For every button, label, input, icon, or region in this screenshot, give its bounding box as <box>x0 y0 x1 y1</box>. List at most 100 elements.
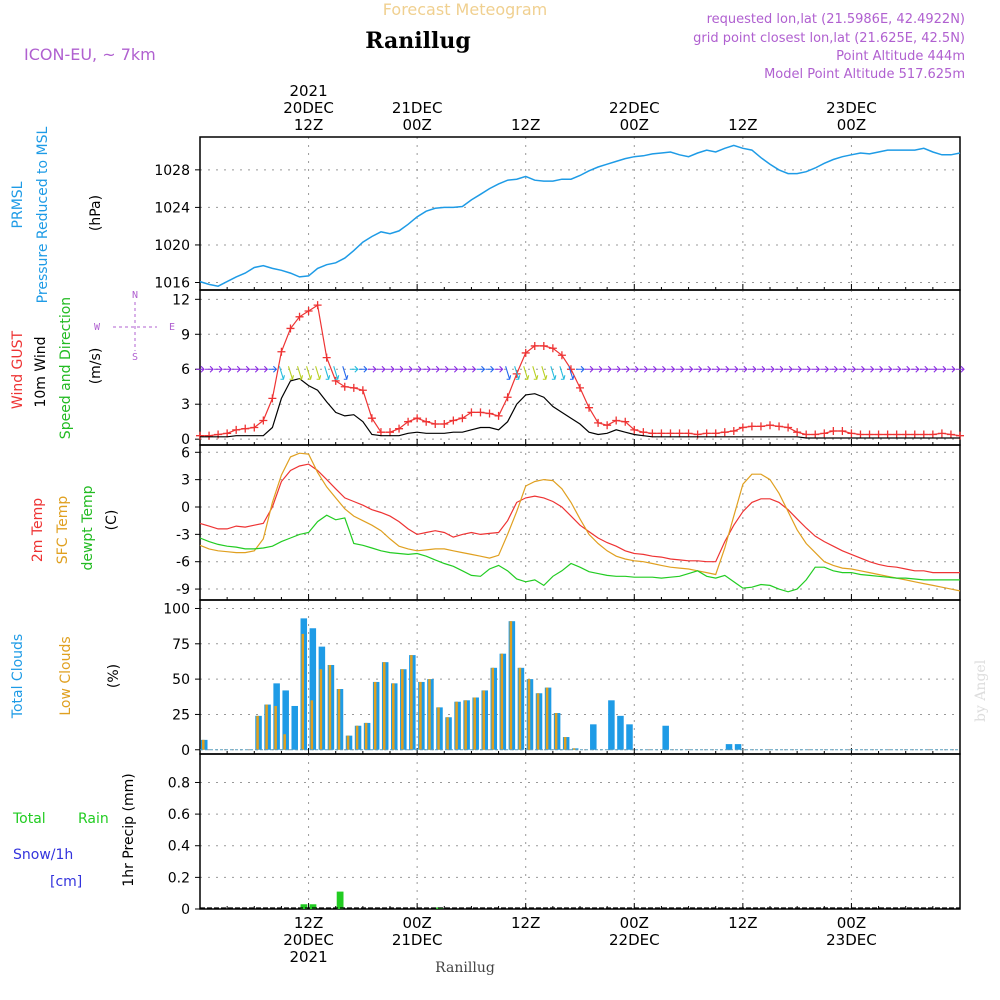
clouds-ytick-label: 75 <box>172 637 190 653</box>
gust-marker <box>612 416 621 425</box>
wind-direction-arrow <box>358 365 368 373</box>
gust-marker <box>232 425 241 434</box>
wind-direction-arrow <box>747 365 757 373</box>
precip-border <box>199 753 961 910</box>
temp-ytick-label: -9 <box>176 582 190 598</box>
clouds-ytick-label: 100 <box>163 601 190 617</box>
pressure-line <box>199 144 961 287</box>
wind-direction-arrow <box>296 366 304 380</box>
requested-coords: requested lon,lat (21.5986E, 42.4922N) <box>707 12 965 27</box>
wind-direction-arrow <box>657 365 667 373</box>
wind-direction-arrow <box>324 366 331 380</box>
gust-marker <box>639 428 648 437</box>
wind-direction-arrow <box>684 365 694 373</box>
gust-marker <box>259 416 268 425</box>
low-cloud-bar <box>392 683 395 750</box>
gust-marker <box>268 394 277 403</box>
gust-marker <box>304 306 313 315</box>
gust-marker <box>829 427 838 436</box>
point-altitude: Point Altitude 444m <box>836 49 965 64</box>
wind-direction-arrow <box>376 365 386 373</box>
gust-marker <box>684 429 693 438</box>
wind-direction-arrow <box>856 365 866 373</box>
pressure-label-unit: (hPa) <box>88 195 104 231</box>
low-cloud-bar <box>491 667 495 750</box>
precip-label-rain: Rain <box>78 811 109 827</box>
wind-direction-arrow <box>386 365 395 373</box>
bottom-time-label: 00Z <box>837 914 866 932</box>
clouds-label-unit: (%) <box>106 664 122 688</box>
low-cloud-bar <box>563 737 567 750</box>
compass-s: S <box>132 352 138 363</box>
gust-marker <box>557 351 566 360</box>
bottom-time-label: 2021 <box>289 948 327 966</box>
bottom-time-label: 12Z <box>511 914 540 932</box>
low-cloud-bar <box>283 734 286 750</box>
sfc-temp-line <box>199 452 961 592</box>
gust-marker <box>250 423 259 432</box>
precip-ytick-label: 0.4 <box>168 839 190 855</box>
gust-marker <box>892 430 901 439</box>
total-cloud-bar <box>590 724 597 750</box>
wind-direction-arrow <box>532 366 539 380</box>
bottom-time-label: 00Z <box>620 914 649 932</box>
gust-marker <box>594 418 603 427</box>
rain-bar <box>309 904 317 909</box>
wind-direction-arrow <box>431 365 441 373</box>
low-cloud-bar <box>554 713 558 750</box>
top-time-label: 21DEC <box>392 99 443 117</box>
wind-direction-arrow <box>630 365 640 373</box>
low-cloud-bar <box>518 667 522 750</box>
wind-direction-arrow <box>306 366 313 380</box>
gust-marker <box>431 420 440 429</box>
temp-panel: -9 -6 -3 0 3 6 <box>176 444 961 601</box>
bottom-time-label: 20DEC <box>283 931 334 949</box>
wind-direction-arrow <box>784 365 793 373</box>
top-time-label: 00Z <box>620 116 649 134</box>
wind-direction-arrow <box>820 365 830 373</box>
gust-marker <box>422 417 431 426</box>
clouds-label-total: Total Clouds <box>10 634 26 719</box>
low-cloud-bar <box>265 704 268 750</box>
precip-label-snow: Snow/1h <box>13 847 73 863</box>
top-time-label: 00Z <box>837 116 866 134</box>
gust-marker <box>738 423 747 432</box>
total-cloud-bar <box>662 725 669 750</box>
pressure-label-desc: Pressure Reduced to MSL <box>35 126 51 303</box>
gust-marker <box>494 411 503 420</box>
wind-direction-arrow <box>811 365 821 373</box>
wind-line <box>200 377 960 439</box>
low-cloud-bar <box>536 693 540 750</box>
wind-direction-arrow <box>738 365 748 373</box>
wind-direction-arrow <box>440 365 450 373</box>
wind-direction-arrow <box>892 365 902 373</box>
wind-direction-arrow <box>865 365 875 373</box>
precip-label-total: Total <box>12 811 46 827</box>
gust-marker <box>331 376 340 385</box>
credit: by Angel <box>973 659 989 722</box>
gust-marker <box>820 429 829 438</box>
gust-marker <box>648 429 657 438</box>
gust-marker <box>205 431 214 440</box>
wind-direction-arrow <box>946 365 956 373</box>
pressure-label-prmsl: PRMSL <box>10 181 26 228</box>
clouds-ytick-label: 25 <box>172 707 190 723</box>
rain-bar <box>300 904 308 909</box>
wind-direction-arrow <box>802 365 811 373</box>
wind-direction-arrow <box>648 365 658 373</box>
wind-direction-arrow <box>367 365 377 373</box>
gust-marker <box>223 429 232 438</box>
total-cloud-bar <box>291 705 298 750</box>
gust-marker <box>910 430 919 439</box>
low-cloud-bar <box>202 739 205 750</box>
top-time-label: 12Z <box>728 116 757 134</box>
low-cloud-bar <box>455 701 458 750</box>
total-cloud-bar <box>608 700 615 750</box>
wind-direction-arrow <box>241 365 251 373</box>
wind-direction-arrow <box>729 365 739 373</box>
wind-direction-arrow <box>956 365 965 373</box>
wind-label-unit: (m/s) <box>88 348 104 385</box>
gust-marker <box>856 430 865 439</box>
gust-marker <box>919 430 928 439</box>
gust-marker <box>196 431 204 440</box>
